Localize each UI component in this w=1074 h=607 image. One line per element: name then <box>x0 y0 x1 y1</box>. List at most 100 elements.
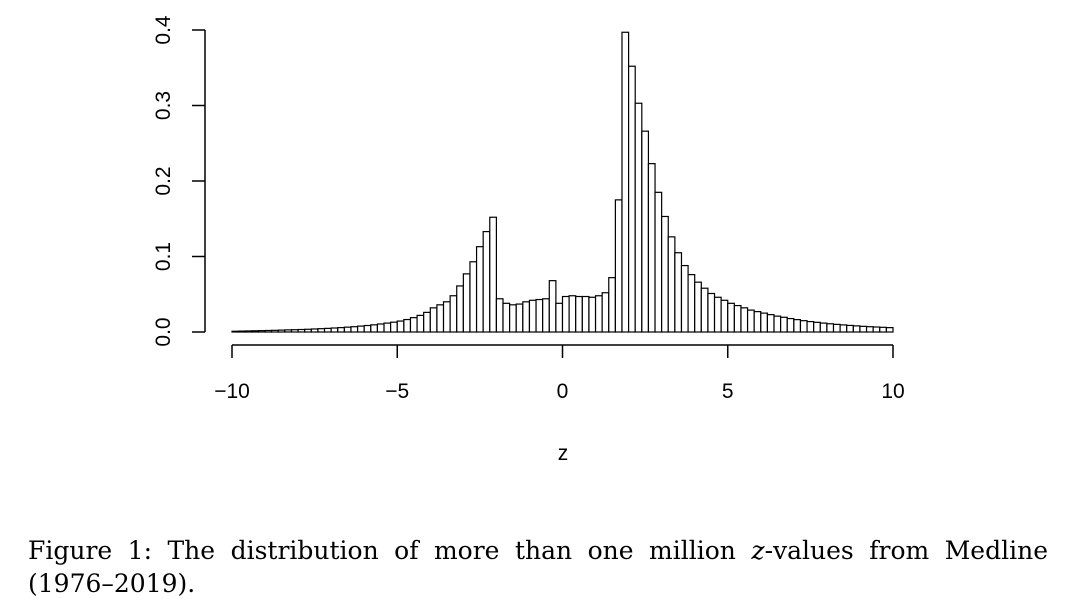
caption-suffix: -values from Medline (1976–2019). <box>28 536 1048 598</box>
x-tick-label: 0 <box>557 380 569 403</box>
histogram-bar <box>403 318 412 333</box>
histogram-bar <box>290 329 299 333</box>
x-axis-label: z <box>558 442 569 465</box>
histogram-bar <box>462 273 471 333</box>
histogram-bar <box>740 307 749 333</box>
caption-prefix: Figure 1: The distribution of more than … <box>28 536 752 565</box>
histogram-bar <box>872 326 881 333</box>
histogram-bar <box>489 216 498 333</box>
histogram-bar <box>614 199 623 333</box>
histogram-bar <box>277 329 286 333</box>
y-tick-label: 0.4 <box>152 15 175 45</box>
histogram-bar <box>535 298 544 333</box>
histogram-bar <box>337 327 345 333</box>
histogram-bar <box>760 312 769 333</box>
histogram-bar <box>509 304 517 333</box>
histogram-bar <box>548 280 557 333</box>
histogram-bar <box>667 236 676 333</box>
histogram-bar <box>793 319 802 333</box>
histogram-bar <box>707 292 716 333</box>
histogram-bar <box>647 163 656 333</box>
histogram-bar <box>865 326 874 333</box>
histogram-bar <box>542 298 550 333</box>
y-axis: 0.0 0.1 0.2 0.3 0.4 <box>152 15 206 347</box>
histogram-bar <box>687 274 696 333</box>
histogram-bar <box>409 317 418 333</box>
histogram-bar <box>264 329 273 333</box>
caption-variable: z <box>751 536 765 565</box>
y-tick-label: 0.3 <box>152 91 175 120</box>
histogram-bar <box>502 302 511 333</box>
histogram-bar <box>832 323 841 333</box>
histogram-bar <box>627 65 636 333</box>
histogram-bar <box>568 295 577 333</box>
histogram-bar <box>555 302 564 333</box>
histogram-chart: −10 −5 0 5 10 0.0 0.1 0.2 0.3 0.4 z <box>152 15 905 465</box>
histogram-bar <box>753 311 762 333</box>
histogram-bar <box>806 320 815 333</box>
histogram-bar <box>813 321 821 333</box>
histogram-bar <box>608 277 616 333</box>
histogram-bar <box>429 307 438 333</box>
histogram-bar <box>522 301 531 333</box>
histogram-bar <box>482 230 491 333</box>
histogram-bar <box>330 327 339 333</box>
histogram-bar <box>515 303 524 333</box>
x-tick-label: 5 <box>722 380 734 403</box>
histogram-bar <box>343 326 352 333</box>
histogram-bar <box>786 317 795 333</box>
histogram-bar <box>238 330 246 333</box>
histogram-bar <box>310 328 319 333</box>
histogram-bar <box>879 326 887 333</box>
histogram-bar <box>588 296 597 333</box>
histogram-bar <box>528 299 537 333</box>
histogram-bar <box>634 102 643 333</box>
histogram-bar <box>297 328 306 333</box>
figure-caption: Figure 1: The distribution of more than … <box>28 534 1048 600</box>
histogram-bar <box>317 328 326 333</box>
histogram-bar <box>700 287 709 333</box>
x-tick-label: 10 <box>881 380 904 403</box>
histogram-bar <box>442 301 451 333</box>
histogram-bar <box>284 329 293 333</box>
histogram-bar <box>581 295 590 333</box>
histogram-bar <box>885 327 894 333</box>
histogram-bar <box>271 329 279 333</box>
histogram-bar <box>826 323 835 333</box>
histogram-bar <box>773 315 782 333</box>
histogram-bar <box>436 304 445 333</box>
histogram-bar <box>746 309 755 333</box>
histogram-bar <box>859 325 868 333</box>
histogram-bar <box>766 314 775 333</box>
histogram-bar <box>852 325 861 333</box>
histogram-bar <box>661 215 669 333</box>
histogram-bar <box>733 304 742 333</box>
histogram-bar <box>383 322 392 333</box>
y-tick-label: 0.2 <box>152 166 175 195</box>
histogram-bar <box>416 314 425 333</box>
histogram-bar <box>839 324 848 333</box>
histogram-bar <box>594 295 603 333</box>
histogram-bar <box>469 261 478 333</box>
histogram-bar <box>495 298 504 333</box>
histogram-bar <box>694 281 702 333</box>
x-axis: −10 −5 0 5 10 <box>214 344 905 403</box>
histogram-bar <box>244 330 253 333</box>
histogram-bar <box>323 327 332 333</box>
histogram-bar <box>449 295 458 333</box>
histogram-bar <box>363 324 372 333</box>
histogram-bar <box>680 264 689 333</box>
histogram-bar <box>456 285 464 333</box>
histogram-bar <box>257 330 266 333</box>
histogram-bar <box>356 325 365 333</box>
histogram-bar <box>396 320 405 333</box>
histogram-bar <box>251 330 260 333</box>
histogram-bar <box>720 299 729 333</box>
histogram-bar <box>376 323 385 333</box>
histogram-bar <box>350 326 359 333</box>
histogram-bar <box>641 130 650 333</box>
histogram-bar <box>819 322 828 333</box>
histogram-bar <box>799 320 808 333</box>
histogram-bar <box>601 292 610 333</box>
histogram-bar <box>846 324 854 333</box>
